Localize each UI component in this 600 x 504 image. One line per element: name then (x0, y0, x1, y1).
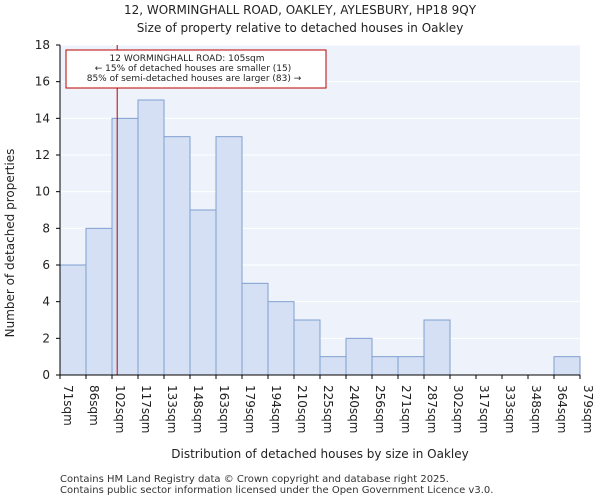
bar-133sqm (163, 136, 191, 376)
x-tick-label-302sqm: 302sqm (451, 385, 465, 433)
x-tick-label-348sqm: 348sqm (529, 385, 543, 433)
x-tick-label-225sqm: 225sqm (321, 385, 335, 433)
x-tick-label-210sqm: 210sqm (295, 385, 309, 433)
bar-287sqm (423, 319, 451, 376)
x-tick-label-71sqm: 71sqm (61, 385, 75, 426)
bar-71sqm (59, 264, 87, 376)
y-tick-label-6: 6 (42, 258, 50, 272)
axes (56, 44, 581, 379)
x-tick-label-117sqm: 117sqm (139, 385, 153, 433)
bar-102sqm (111, 117, 139, 376)
x-axis-label: Distribution of detached houses by size … (171, 447, 468, 461)
bar-117sqm (137, 99, 165, 376)
x-tick-label-317sqm: 317sqm (477, 385, 491, 433)
x-tick-label-133sqm: 133sqm (165, 385, 179, 433)
bar-210sqm (293, 319, 321, 376)
bar-194sqm (267, 301, 295, 376)
chart-subtitle: Size of property relative to detached ho… (137, 21, 464, 35)
bars (59, 99, 581, 376)
y-tick-label-0: 0 (42, 368, 50, 382)
bar-179sqm (241, 282, 269, 376)
footer-licence: Contains public sector information licen… (60, 485, 494, 496)
annotation-line-2: ← 15% of detached houses are smaller (15… (95, 64, 292, 74)
x-tick-label-364sqm: 364sqm (555, 385, 569, 433)
bar-364sqm (553, 356, 581, 376)
y-tick-label-16: 16 (35, 75, 50, 89)
x-tick-label-256sqm: 256sqm (373, 385, 387, 433)
x-tick-label-102sqm: 102sqm (113, 385, 127, 433)
y-tick-label-4: 4 (42, 295, 50, 309)
bar-271sqm (397, 356, 425, 376)
x-tick-label-86sqm: 86sqm (87, 385, 101, 426)
x-tick-label-379sqm: 379sqm (581, 385, 595, 433)
y-axis-label: Number of detached properties (3, 149, 17, 338)
x-tick-label-194sqm: 194sqm (269, 385, 283, 433)
x-tick-label-333sqm: 333sqm (503, 385, 517, 433)
x-tick-labels: 71sqm 86sqm 102sqm 117sqm 133sqm 148sqm 163sqm… (61, 385, 595, 433)
annotation-line-3: 85% of semi-detached houses are larger (… (87, 74, 302, 84)
y-tick-label-10: 10 (35, 185, 50, 199)
bar-225sqm (319, 356, 347, 376)
y-tick-labels: 0 2 4 6 8 10 12 14 16 18 (35, 38, 50, 382)
y-tick-label-12: 12 (35, 148, 50, 162)
annotation-line-1: 12 WORMINGHALL ROAD: 105sqm (110, 54, 265, 64)
y-tick-label-18: 18 (35, 38, 50, 52)
y-tick-label-2: 2 (42, 331, 50, 345)
y-tick-label-8: 8 (42, 221, 50, 235)
x-tick-label-179sqm: 179sqm (243, 385, 257, 433)
x-tick-label-240sqm: 240sqm (347, 385, 361, 433)
chart-title: 12, WORMINGHALL ROAD, OAKLEY, AYLESBURY,… (124, 3, 477, 17)
y-tick-label-14: 14 (35, 111, 50, 125)
bar-240sqm (345, 337, 373, 376)
bar-163sqm (215, 136, 243, 376)
bar-148sqm (189, 209, 217, 376)
footer-copyright: Contains HM Land Registry data © Crown c… (60, 474, 449, 485)
x-tick-label-271sqm: 271sqm (399, 385, 413, 433)
annotation-box: 12 WORMINGHALL ROAD: 105sqm ← 15% of det… (65, 49, 327, 89)
x-tick-label-148sqm: 148sqm (191, 385, 205, 433)
annotation-border (65, 49, 327, 89)
bar-256sqm (371, 356, 399, 376)
bar-86sqm (85, 227, 113, 376)
x-tick-label-287sqm: 287sqm (425, 385, 439, 433)
x-tick-label-163sqm: 163sqm (217, 385, 231, 433)
